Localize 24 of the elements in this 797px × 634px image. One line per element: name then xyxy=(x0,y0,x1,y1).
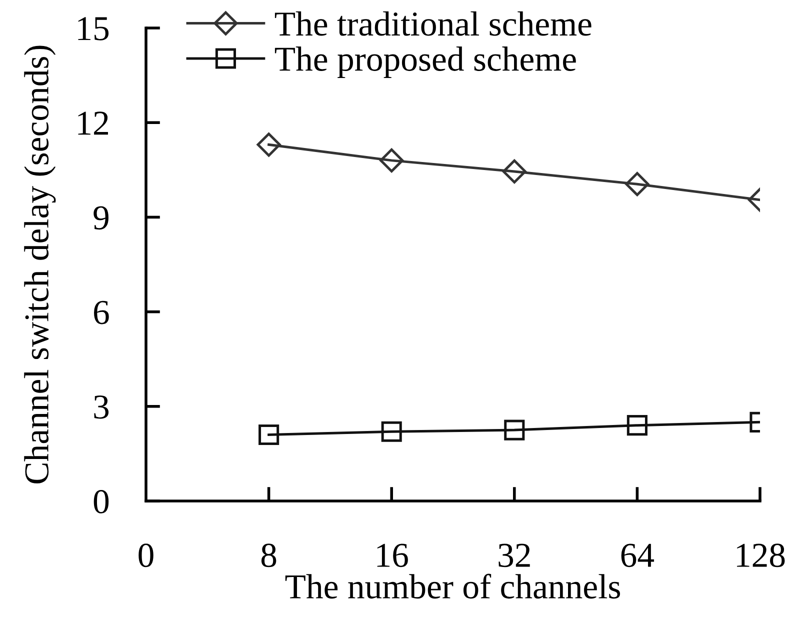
x-tick-label: 64 xyxy=(621,544,654,568)
point xyxy=(504,420,525,440)
legend-label: The proposed scheme xyxy=(274,46,576,78)
y-axis-title: Channel switch delay (seconds) xyxy=(24,46,56,484)
x-tick-label: 16 xyxy=(377,544,408,568)
point xyxy=(626,415,648,436)
point xyxy=(380,148,404,172)
point xyxy=(502,159,526,184)
y-tick-label: 9 xyxy=(94,206,108,230)
y-tick-label: 0 xyxy=(94,490,109,514)
y-tick-label: 6 xyxy=(94,300,109,324)
point xyxy=(256,132,281,157)
point xyxy=(258,424,280,446)
y-tick-label: 15 xyxy=(78,17,109,40)
x-axis-title: The number of channels xyxy=(285,574,620,599)
x-tick-label: 8 xyxy=(261,544,276,568)
y-tick-label: 12 xyxy=(78,112,108,135)
legend-label: The traditional scheme xyxy=(274,11,592,36)
point xyxy=(381,421,402,442)
x-tick-label: 128 xyxy=(737,544,785,568)
x-tick-label: 32 xyxy=(498,544,530,568)
point xyxy=(625,172,650,196)
y-tick-label: 3 xyxy=(94,395,109,419)
x-tick-label: 0 xyxy=(138,544,154,568)
